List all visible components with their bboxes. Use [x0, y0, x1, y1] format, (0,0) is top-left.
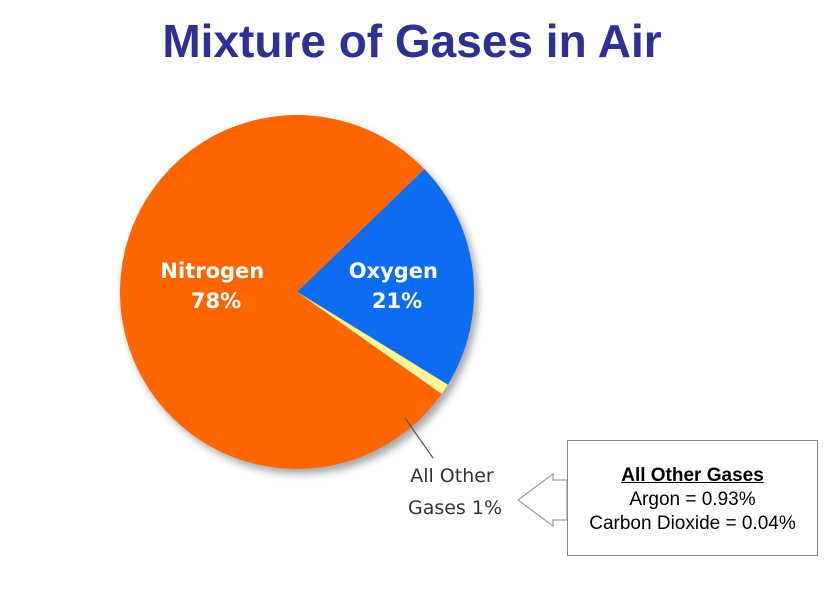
- other-gases-label: All Other Gases 1%: [408, 465, 502, 519]
- other-gases-label-line1: All Other: [410, 465, 494, 487]
- nitrogen-percent: 78%: [191, 289, 241, 313]
- other-gases-slice: [296, 291, 449, 395]
- other-gases-callout: All Other Gases Argon = 0.93% Carbon Dio…: [567, 440, 818, 556]
- callout-argon: Argon = 0.93%: [629, 489, 756, 510]
- nitrogen-name: Nitrogen: [160, 259, 264, 283]
- other-gases-label-line2: Gases 1%: [408, 497, 502, 519]
- oxygen-percent: 21%: [372, 289, 422, 313]
- oxygen-name: Oxygen: [349, 259, 438, 283]
- chart-title: Mixture of Gases in Air: [162, 15, 662, 67]
- nitrogen-label: Nitrogen 78%: [160, 259, 271, 313]
- nitrogen-slice: [119, 115, 442, 470]
- callout-heading: All Other Gases: [621, 465, 764, 486]
- oxygen-label: Oxygen 21%: [349, 259, 446, 313]
- oxygen-slice: [297, 169, 475, 385]
- other-gases-leader-line: [404, 417, 434, 459]
- callout-arrow: [517, 473, 568, 527]
- callout-carbon-dioxide: Carbon Dioxide = 0.04%: [589, 513, 796, 534]
